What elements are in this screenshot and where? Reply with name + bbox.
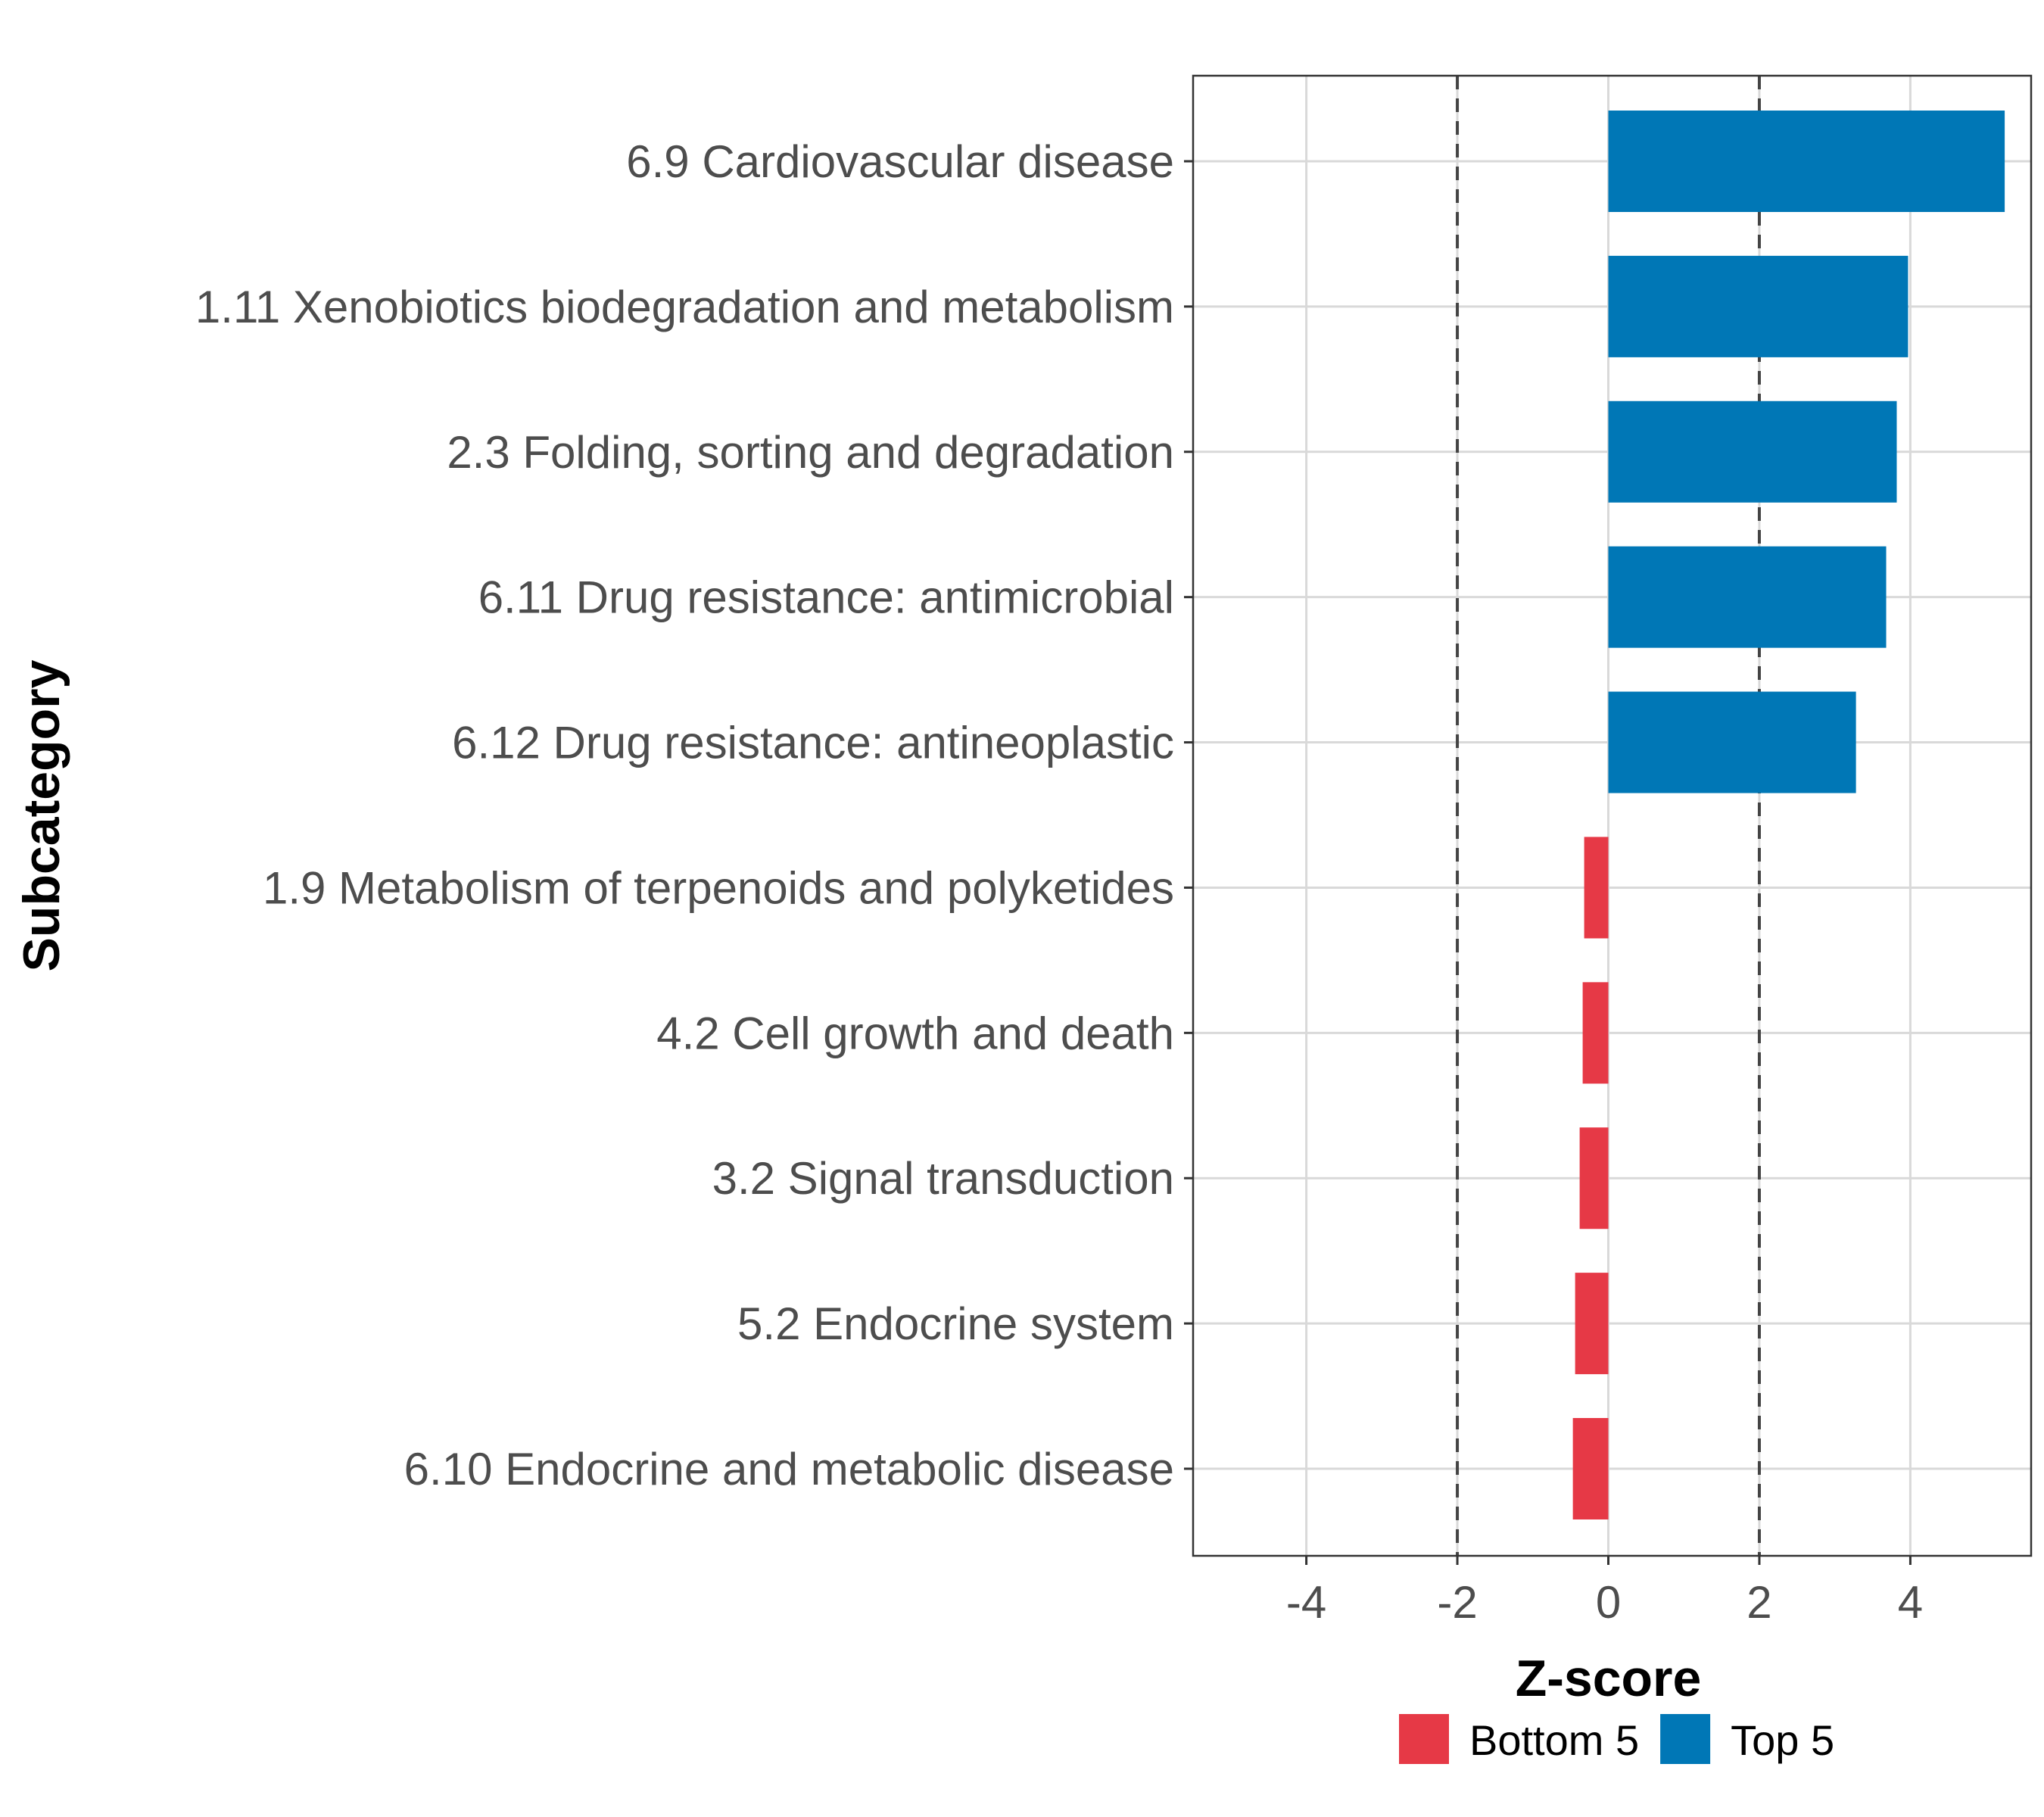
- bar: [1584, 837, 1609, 939]
- y-tick-label: 6.12 Drug resistance: antineoplastic: [452, 718, 1174, 768]
- x-tick-label: 2: [1746, 1577, 1771, 1628]
- legend-item: Bottom 5: [1399, 1714, 1639, 1764]
- bar: [1608, 546, 1887, 648]
- y-tick-label: 2.3 Folding, sorting and degradation: [447, 427, 1174, 478]
- plot-panel-border: [1192, 74, 2033, 1557]
- x-tick-label: 0: [1596, 1577, 1621, 1628]
- bar: [1579, 1127, 1609, 1230]
- y-tick-label: 5.2 Endocrine system: [737, 1298, 1174, 1349]
- x-tick-label: -4: [1286, 1577, 1326, 1628]
- y-tick-label: 1.11 Xenobiotics biodegradation and meta…: [195, 282, 1174, 332]
- bar: [1608, 255, 1908, 357]
- bar: [1575, 1273, 1609, 1375]
- legend-item: Top 5: [1660, 1714, 1834, 1764]
- bars: [1572, 111, 2005, 1519]
- x-axis-title: Z-score: [1516, 1650, 1702, 1707]
- legend-swatch: [1660, 1714, 1711, 1764]
- y-tick-label: 6.9 Cardiovascular disease: [626, 136, 1174, 187]
- y-tick-label: 3.2 Signal transduction: [712, 1153, 1174, 1204]
- y-tick-label: 6.10 Endocrine and metabolic disease: [404, 1444, 1174, 1494]
- legend: Bottom 5 Top 5: [1399, 1714, 1834, 1764]
- reference-lines: [1456, 76, 1761, 1556]
- y-tick-label: 4.2 Cell growth and death: [656, 1008, 1174, 1058]
- y-axis: 6.9 Cardiovascular disease 1.11 Xenobioti…: [195, 136, 1193, 1494]
- legend-label: Top 5: [1731, 1716, 1834, 1764]
- y-tick-label: 6.11 Drug resistance: antimicrobial: [478, 572, 1174, 623]
- x-tick-label: 4: [1898, 1577, 1923, 1628]
- legend-label: Bottom 5: [1469, 1716, 1639, 1764]
- y-tick-label: 1.9 Metabolism of terpenoids and polyket…: [263, 862, 1174, 913]
- y-axis-title: Subcategory: [13, 659, 70, 971]
- bar: [1608, 111, 2005, 212]
- bar: [1608, 691, 1856, 793]
- bar: [1572, 1418, 1609, 1519]
- legend-swatch: [1399, 1714, 1449, 1764]
- x-axis: -4 -2 0 2 4: [1286, 1556, 1923, 1628]
- bar: [1608, 400, 1897, 503]
- bar: [1582, 982, 1609, 1084]
- x-tick-label: -2: [1437, 1577, 1477, 1628]
